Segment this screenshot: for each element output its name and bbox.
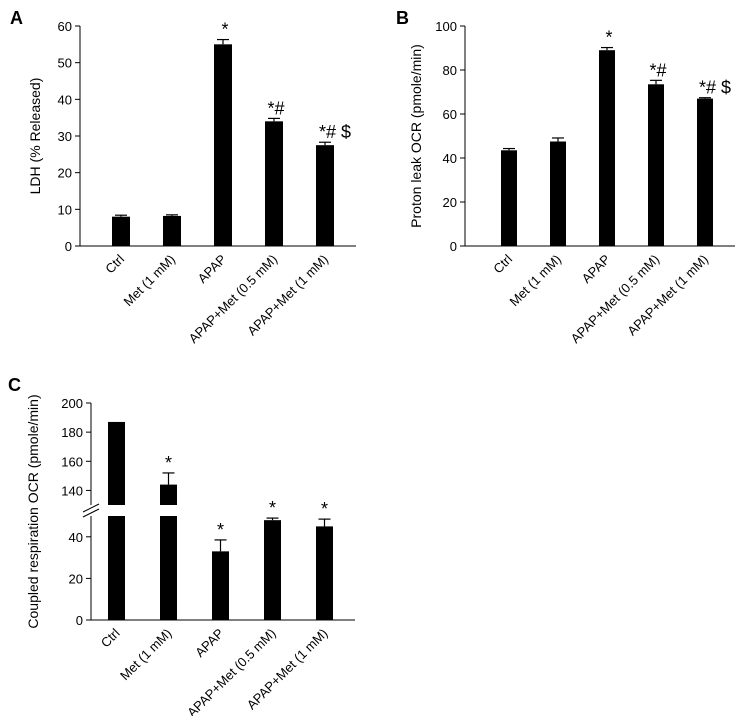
significance-label: * [605,28,612,48]
y-tick-label: 140 [61,483,83,498]
panel-letter: C [8,375,21,395]
y-tick-label: 40 [58,92,72,107]
category-label: Met (1 mM) [507,252,565,310]
y-axis-title: Coupled respiration OCR (pmole/min) [25,394,41,628]
category-label: APAP+Met (0.5 mM) [186,252,280,346]
category-label: Ctrl [102,251,127,276]
significance-label: * [165,453,172,473]
y-tick-label: 0 [76,613,83,628]
y-tick-label: 200 [61,396,83,411]
category-label: APAP [579,252,613,286]
category-label: APAP+Met (0.5 mM) [568,252,662,346]
y-tick-label: 180 [61,425,83,440]
y-tick-label: 60 [58,19,72,34]
significance-label: *# $ [699,78,731,98]
significance-label: * [269,498,276,518]
y-tick-label: 20 [443,195,457,210]
bar [316,526,333,620]
y-tick-label: 20 [69,571,83,586]
category-label: APAP+Met (0.5 mM) [184,626,278,716]
bar [648,84,664,246]
significance-label: * [321,499,328,519]
bar [163,215,181,246]
significance-label: *# [649,60,666,80]
significance-label: * [217,520,224,540]
y-tick-label: 100 [435,19,457,34]
significance-label: *# $ [319,122,351,142]
panel-b-proton-leak-chart: B 0 20 40 60 80 100 Proton leak OCR (pmole/min)… [396,8,735,346]
bar-lower-segment [108,516,125,620]
bar-upper-segment [108,421,125,505]
y-tick-label: 20 [58,166,72,181]
category-label: Met (1 mM) [117,626,175,684]
bar-upper-segment [160,484,177,505]
significance-label: *# [267,98,284,118]
bar [697,98,713,246]
y-tick-label: 0 [450,239,457,254]
bar [501,150,517,246]
axis-break-mark [82,508,100,518]
y-tick-label: 160 [61,454,83,469]
axis-break-mark [82,503,100,513]
bar [212,551,229,620]
bar [316,145,334,246]
bar-lower-segment [160,516,177,620]
category-label: Met (1 mM) [121,252,179,310]
y-tick-label: 0 [65,239,72,254]
panel-letter: B [396,8,409,28]
y-tick-label: 60 [443,107,457,122]
category-label: APAP [192,626,226,660]
y-axis-title: LDH (% Released) [27,78,43,195]
panel-c-coupled-respiration-chart: C 140 160 180 200 0 20 40 Coupled respiration OC… [8,375,355,716]
category-label: Ctrl [490,251,515,276]
y-tick-label: 30 [58,129,72,144]
y-tick-label: 50 [58,56,72,71]
y-tick-label: 80 [443,63,457,78]
y-tick-label: 40 [69,530,83,545]
y-axis-title: Proton leak OCR (pmole/min) [408,44,424,228]
bar [214,44,232,247]
bar [112,216,130,246]
category-label: APAP [195,252,229,286]
y-tick-label: 10 [58,202,72,217]
y-tick-label: 40 [443,151,457,166]
bar [264,520,281,620]
bar [265,121,283,246]
bar [550,141,566,246]
significance-label: * [221,20,228,40]
category-label: Ctrl [98,625,123,650]
bar [599,50,615,247]
panel-letter: A [10,8,23,28]
